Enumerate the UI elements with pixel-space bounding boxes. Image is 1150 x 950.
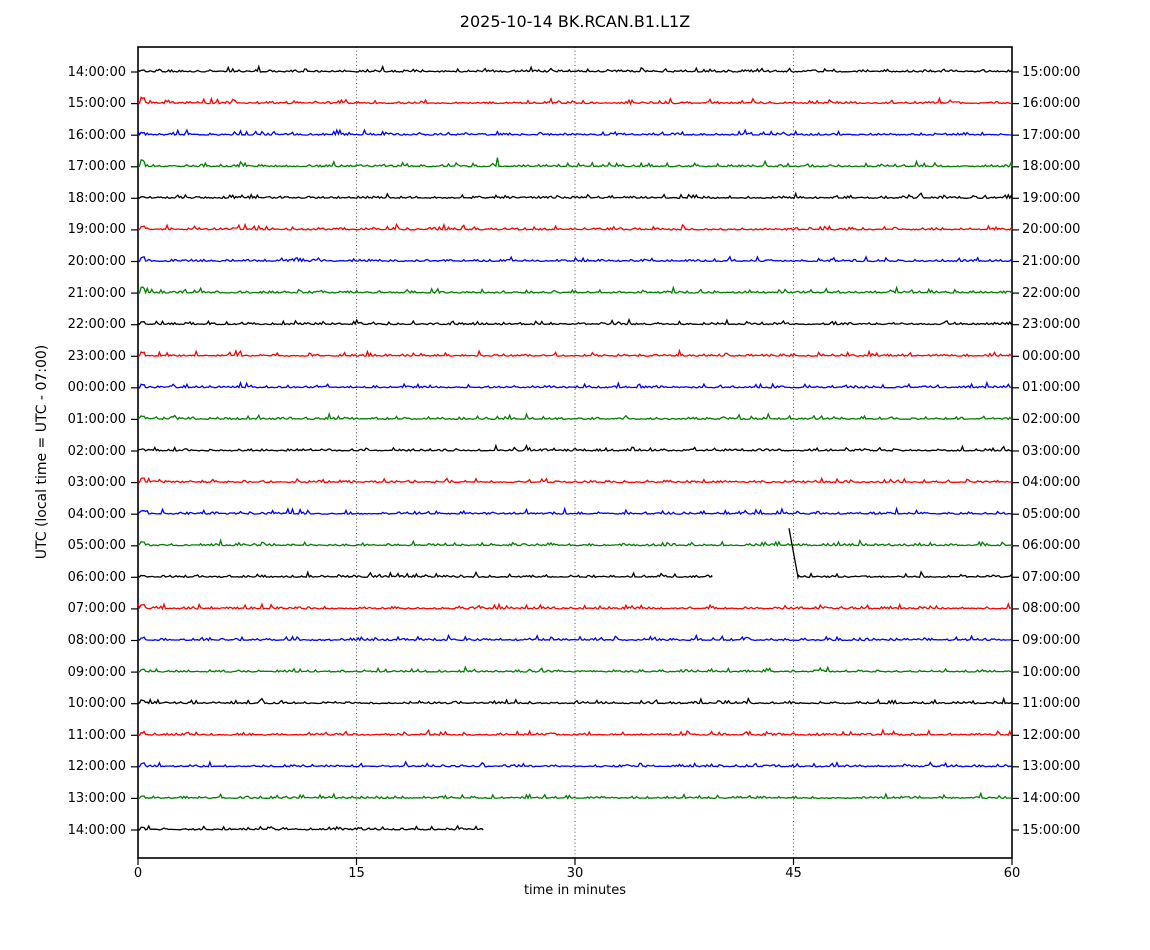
end-time-label: 05:00:00 [1022,506,1081,522]
x-tick-label: 30 [566,866,584,881]
utc-time-label: 18:00:00 [67,190,126,206]
end-time-label: 19:00:00 [1022,190,1081,206]
x-tick-label: 45 [785,866,802,881]
end-time-label: 04:00:00 [1022,475,1081,491]
end-time-label: 02:00:00 [1022,411,1081,427]
trace-row [137,222,1013,231]
utc-time-label: 13:00:00 [67,790,126,806]
end-time-label: 16:00:00 [1022,96,1081,112]
utc-time-label: 00:00:00 [67,380,126,396]
plot-frame [137,46,1013,859]
end-time-label: 07:00:00 [1022,569,1081,585]
utc-time-label: 22:00:00 [67,317,126,333]
end-time-label: 12:00:00 [1022,727,1081,743]
trace-row [137,760,1013,768]
trace-row [137,64,1013,73]
utc-time-label: 03:00:00 [67,475,126,491]
end-time-label: 06:00:00 [1022,538,1081,554]
x-axis-label: time in minutes [523,883,627,898]
utc-time-label: 10:00:00 [67,696,126,712]
trace-row [137,255,1013,263]
trace-row [137,285,1013,295]
end-time-label: 15:00:00 [1022,822,1081,838]
trace-row [137,380,1013,390]
trace-row [137,157,1013,169]
utc-time-label: 11:00:00 [67,727,126,743]
end-time-label: 14:00:00 [1022,790,1081,806]
trace-row [137,728,1013,737]
end-time-label: 15:00:00 [1022,64,1081,80]
utc-time-label: 21:00:00 [67,285,126,301]
utc-time-label: 14:00:00 [67,822,126,838]
utc-time-label: 07:00:00 [67,601,126,617]
trace-row [137,348,1013,358]
utc-time-label: 19:00:00 [67,222,126,238]
chart-title: 2025-10-14 BK.RCAN.B1.L1Z [459,12,691,31]
end-time-label: 01:00:00 [1022,380,1081,396]
trace-row [137,696,1013,705]
utc-time-label: 20:00:00 [67,254,126,269]
trace-row [788,528,1013,580]
trace-row [137,128,1013,137]
utc-time-label: 12:00:00 [67,759,126,775]
utc-time-label: 17:00:00 [67,159,126,175]
end-time-label: 17:00:00 [1022,127,1081,143]
end-time-label: 13:00:00 [1022,759,1081,775]
utc-time-label: 02:00:00 [67,443,126,459]
end-time-label: 00:00:00 [1022,348,1081,364]
trace-row [137,443,1013,453]
trace-row [137,665,1013,673]
utc-time-label: 04:00:00 [67,506,126,522]
trace-row [137,791,1013,800]
x-tick-label: 15 [348,866,365,881]
end-time-label: 20:00:00 [1022,222,1081,238]
end-time-label: 10:00:00 [1022,664,1081,680]
trace-row [137,506,1013,516]
trace-row [137,570,713,579]
trace-row [137,476,1013,484]
trace-row [137,317,1013,326]
utc-time-label: 05:00:00 [67,538,126,554]
x-tick-label: 0 [133,866,143,881]
end-time-label: 18:00:00 [1022,159,1081,175]
end-time-label: 21:00:00 [1022,254,1081,269]
trace-row [137,633,1013,642]
end-time-label: 08:00:00 [1022,601,1081,617]
end-time-label: 22:00:00 [1022,285,1081,301]
utc-time-label: 14:00:00 [67,64,126,80]
trace-row [137,191,1013,200]
end-time-label: 09:00:00 [1022,633,1081,648]
trace-row [137,602,1013,611]
utc-time-label: 09:00:00 [67,664,126,680]
utc-time-label: 08:00:00 [67,633,126,648]
end-time-label: 03:00:00 [1022,443,1081,459]
utc-time-label: 01:00:00 [67,411,126,427]
utc-time-label: 15:00:00 [67,96,126,112]
trace-row [137,411,1013,421]
utc-time-label: 23:00:00 [67,348,126,364]
trace-row [137,824,484,831]
end-time-label: 11:00:00 [1022,696,1081,712]
x-tick-label: 60 [1003,866,1021,881]
end-time-label: 23:00:00 [1022,317,1081,333]
utc-time-label: 06:00:00 [67,569,126,585]
utc-time-label: 16:00:00 [67,127,126,143]
trace-row [137,538,1013,548]
trace-row [137,96,1013,106]
